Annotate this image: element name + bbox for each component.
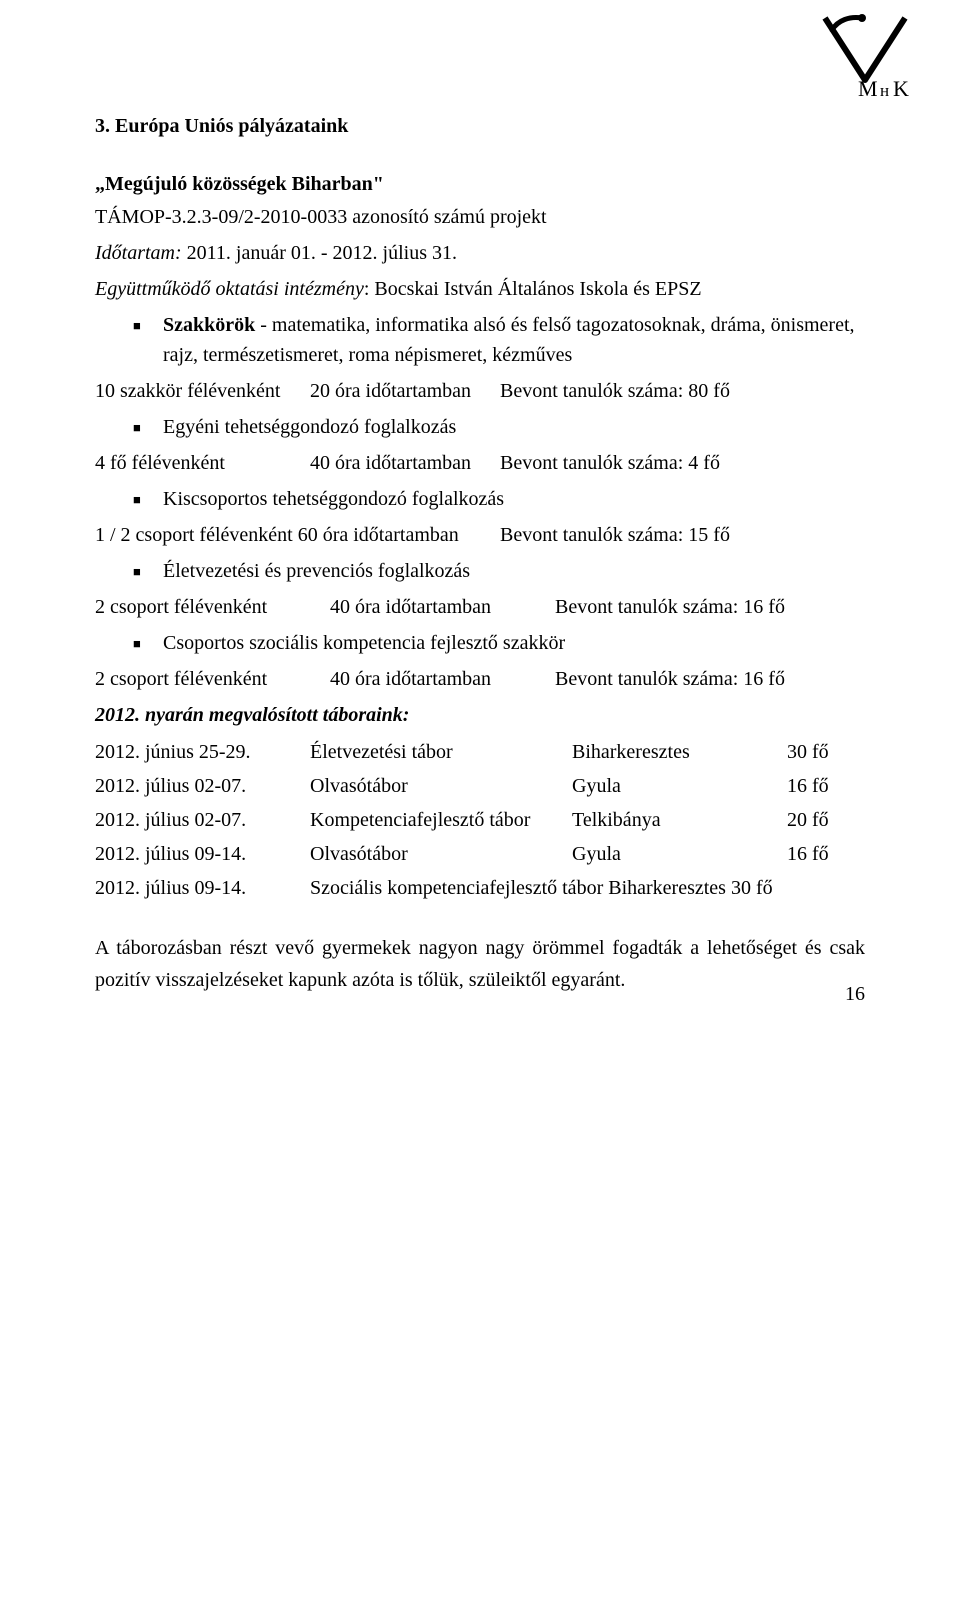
svg-text:K: K — [893, 76, 909, 100]
data-cell: 4 fő félévenként — [95, 448, 310, 478]
coop-value: : Bocskai István Általános Iskola és EPS… — [364, 278, 702, 300]
logo: M н K — [810, 10, 920, 100]
bullet-bold: Szakkörök — [163, 314, 255, 336]
data-cell: 2 csoport félévenként — [95, 592, 330, 622]
camp-cell: 2012. július 02-07. — [95, 770, 310, 802]
data-cell: Bevont tanulók száma: 16 fő — [555, 592, 785, 622]
camp-cell: Életvezetési tábor — [310, 736, 572, 768]
data-cell: Bevont tanulók száma: 16 fő — [555, 664, 785, 694]
document-page: M н K 3. Európa Uniós pályázataink „Megú… — [0, 0, 960, 1036]
camp-cell: 2012. június 25-29. — [95, 736, 310, 768]
data-row: 2 csoport félévenként 40 óra időtartamba… — [95, 664, 865, 694]
camp-row: 2012. július 02-07. Kompetenciafejlesztő… — [95, 804, 865, 836]
data-cell: 20 óra időtartamban — [310, 376, 500, 406]
project-title: „Megújuló közösségek Biharban" — [95, 173, 865, 196]
data-cell: Bevont tanulók száma: 80 fő — [500, 376, 865, 406]
duration-label: Időtartam: — [95, 242, 182, 264]
bullet-item: Életvezetési és prevenciós foglalkozás — [133, 556, 865, 586]
camp-cell: 30 fő — [787, 736, 829, 768]
coop-line: Együttműködő oktatási intézmény: Bocskai… — [95, 274, 865, 304]
camp-cell: 16 fő — [787, 770, 829, 802]
camp-cell: Telkibánya — [572, 804, 787, 836]
camp-cell: 20 fő — [787, 804, 829, 836]
camp-cell: 16 fő — [787, 838, 829, 870]
camp-cell: Szociális kompetenciafejlesztő tábor Bih… — [310, 872, 865, 904]
data-cell: 10 szakkör félévenként — [95, 376, 310, 406]
bullet-item: Egyéni tehetséggondozó foglalkozás — [133, 412, 865, 442]
svg-text:н: н — [880, 81, 889, 100]
camps-heading: 2012. nyarán megvalósított táboraink: — [95, 700, 865, 730]
camp-cell: 2012. július 09-14. — [95, 838, 310, 870]
camp-row: 2012. július 02-07. Olvasótábor Gyula 16… — [95, 770, 865, 802]
duration-line: Időtartam: 2011. január 01. - 2012. júli… — [95, 238, 865, 268]
data-cell: 1 / 2 csoport félévenként 60 óra időtart… — [95, 520, 500, 550]
camp-cell: 2012. július 09-14. — [95, 872, 310, 904]
svg-text:M: M — [858, 76, 878, 100]
coop-label: Együttműködő oktatási intézmény — [95, 278, 364, 300]
camp-row: 2012. július 09-14. Szociális kompetenci… — [95, 872, 865, 904]
camp-cell: Biharkeresztes — [572, 736, 787, 768]
data-row: 2 csoport félévenként 40 óra időtartamba… — [95, 592, 865, 622]
camp-cell: Olvasótábor — [310, 838, 572, 870]
data-cell: 40 óra időtartamban — [330, 592, 555, 622]
camp-row: 2012. július 09-14. Olvasótábor Gyula 16… — [95, 838, 865, 870]
project-code: TÁMOP-3.2.3-09/2-2010-0033 azonosító szá… — [95, 202, 865, 232]
bullet-text: - matematika, informatika alsó és felső … — [163, 314, 855, 366]
camp-cell: Kompetenciafejlesztő tábor — [310, 804, 572, 836]
camp-cell: Gyula — [572, 838, 787, 870]
bullet-item: Szakkörök - matematika, informatika alsó… — [133, 310, 865, 370]
camp-cell: Gyula — [572, 770, 787, 802]
data-row: 1 / 2 csoport félévenként 60 óra időtart… — [95, 520, 865, 550]
data-cell: Bevont tanulók száma: 15 fő — [500, 520, 730, 550]
data-row: 4 fő félévenként 40 óra időtartamban Bev… — [95, 448, 865, 478]
data-cell: 40 óra időtartamban — [330, 664, 555, 694]
bullet-item: Csoportos szociális kompetencia fejleszt… — [133, 628, 865, 658]
camp-cell: Olvasótábor — [310, 770, 572, 802]
data-cell: 40 óra időtartamban — [310, 448, 500, 478]
data-row: 10 szakkör félévenként 20 óra időtartamb… — [95, 376, 865, 406]
bullet-item: Kiscsoportos tehetséggondozó foglalkozás — [133, 484, 865, 514]
page-number: 16 — [845, 983, 865, 1006]
camp-row: 2012. június 25-29. Életvezetési tábor B… — [95, 736, 865, 768]
duration-value: 2011. január 01. - 2012. július 31. — [187, 242, 457, 264]
camp-cell: 2012. július 02-07. — [95, 804, 310, 836]
data-cell: 2 csoport félévenként — [95, 664, 330, 694]
closing-paragraph: A táborozásban részt vevő gyermekek nagy… — [95, 932, 865, 996]
section-heading: 3. Európa Uniós pályázataink — [95, 115, 865, 138]
data-cell: Bevont tanulók száma: 4 fő — [500, 448, 865, 478]
